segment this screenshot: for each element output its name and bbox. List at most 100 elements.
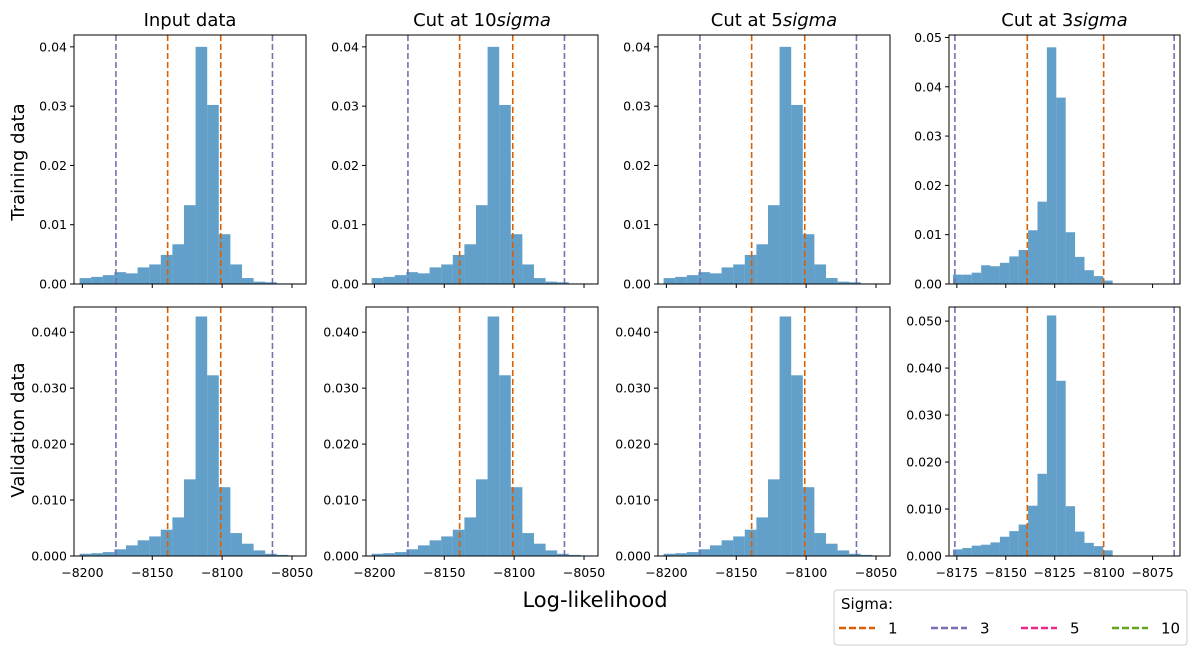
histogram-bar <box>441 536 453 556</box>
y-tick-label: 0.020 <box>323 437 359 452</box>
histogram-bar <box>522 533 534 556</box>
histogram-bar <box>545 550 558 556</box>
y-tick-label: 0.030 <box>31 381 67 396</box>
histogram-bar <box>160 254 173 284</box>
y-tick-label: 0.02 <box>623 158 651 173</box>
histogram-bar <box>663 278 676 284</box>
y-tick-label: 0.01 <box>331 217 359 232</box>
subplot-r0-c0: 0.00 0.01 0.02 0.03 0.04 Input data <box>39 10 307 292</box>
legend-entry-sigma-10: 10 <box>1112 620 1180 638</box>
histogram-bar <box>1046 315 1057 556</box>
histogram-bar <box>195 46 208 284</box>
histogram-bar <box>1075 256 1085 284</box>
histogram-bar <box>825 278 838 284</box>
histogram-bar <box>1056 97 1066 285</box>
y-tick-label: 0.00 <box>39 277 67 292</box>
histogram-bar <box>952 549 963 556</box>
legend-label: 5 <box>1070 620 1080 638</box>
y-tick-label: 0.03 <box>39 99 67 114</box>
legend-label: 10 <box>1161 620 1180 638</box>
histogram-bar <box>114 272 126 284</box>
histogram-bar <box>721 540 734 556</box>
histogram-bar <box>102 552 115 556</box>
histogram-bar <box>1084 270 1094 284</box>
sigma-lines <box>954 307 1175 556</box>
y-tick-label: 0.01 <box>914 227 942 242</box>
histogram-bar <box>698 272 710 284</box>
x-tick-label: −8200 <box>353 565 395 580</box>
histogram-bar <box>1084 542 1094 556</box>
subplot-r0-c1: 0.00 0.01 0.02 0.03 0.04 Cut at 10sigma <box>331 10 599 292</box>
histogram-bar <box>1075 531 1085 556</box>
y-tick-label: 0.04 <box>39 39 67 54</box>
histogram-bar <box>149 264 161 284</box>
x-tick-label: −8050 <box>563 565 605 580</box>
y-tick-label: 0.030 <box>906 408 942 423</box>
y-tick-label: 0.000 <box>31 549 67 564</box>
x-axis-label: Log-likelihood <box>522 588 667 612</box>
histogram-bar <box>1046 47 1057 284</box>
x-tick-label: −8175 <box>936 565 978 580</box>
histogram-bar <box>849 553 861 556</box>
histogram-bar <box>487 316 500 556</box>
histogram-bar <box>429 540 442 556</box>
x-tick-label: −8075 <box>1131 565 1173 580</box>
sigma-lines <box>407 35 566 284</box>
histogram-bar <box>663 553 676 556</box>
histogram-bar <box>675 553 687 556</box>
histogram-bar <box>441 264 453 284</box>
histogram-bar <box>510 234 523 284</box>
histogram-bar <box>767 205 780 284</box>
histogram-bar <box>102 275 115 284</box>
histogram-bar <box>265 553 277 556</box>
x-tick-label: −8100 <box>493 565 535 580</box>
histogram-bar <box>709 273 722 284</box>
subplot-title: Cut at 10sigma <box>413 10 551 31</box>
histogram-bar <box>464 244 476 284</box>
histogram-bar <box>114 549 126 556</box>
subplot-title: Cut at 3sigma <box>1001 10 1127 31</box>
legend-entry-sigma-3: 3 <box>931 620 990 638</box>
histogram-bar <box>91 553 103 556</box>
histogram-bar <box>533 278 546 284</box>
histogram-bar <box>137 267 150 284</box>
sigma-lines <box>115 307 274 556</box>
histogram-bar <box>276 554 289 556</box>
histogram-bar <box>756 517 768 556</box>
y-tick-label: 0.020 <box>906 455 942 470</box>
sigma-lines <box>699 35 858 284</box>
histogram-bar <box>744 529 757 556</box>
histogram-bar <box>79 553 92 556</box>
histogram-bar <box>837 550 850 556</box>
histogram-bar <box>686 552 699 556</box>
y-tick-label: 0.020 <box>615 437 651 452</box>
histogram-bar <box>1065 232 1076 284</box>
histogram-bar <box>952 274 963 284</box>
histogram-bar <box>990 266 1000 284</box>
histogram-bar <box>1009 531 1019 556</box>
subplot-title: Input data <box>144 10 237 31</box>
subplot-r1-c3: 0.000 0.010 0.020 0.030 0.040 0.050 −8175 −8150… <box>906 306 1181 580</box>
histogram-bar <box>429 267 442 284</box>
y-tick-label: 0.010 <box>906 502 942 517</box>
histogram-bar <box>1018 249 1029 284</box>
histogram-bar <box>744 254 757 284</box>
y-tick-label: 0.01 <box>39 217 67 232</box>
y-tick-label: 0.04 <box>914 79 942 94</box>
sigma-lines <box>407 307 566 556</box>
x-tick-label: −8050 <box>271 565 313 580</box>
y-tick-label: 0.00 <box>623 277 651 292</box>
histogram-bar <box>207 375 219 556</box>
histogram-bar <box>971 272 982 284</box>
y-tick-label: 0.02 <box>39 158 67 173</box>
histogram-bar <box>218 487 231 556</box>
axes-frame <box>948 306 1181 557</box>
histogram-bar <box>183 479 196 556</box>
y-tick-label: 0.05 <box>914 30 942 45</box>
histogram-bar <box>802 234 815 284</box>
histogram-bar <box>533 543 546 556</box>
y-tick-label: 0.000 <box>615 549 651 564</box>
y-tick-label: 0.040 <box>615 325 651 340</box>
x-tick-label: −8150 <box>131 565 173 580</box>
legend-entries: 1 3 5 10 <box>839 620 1180 638</box>
